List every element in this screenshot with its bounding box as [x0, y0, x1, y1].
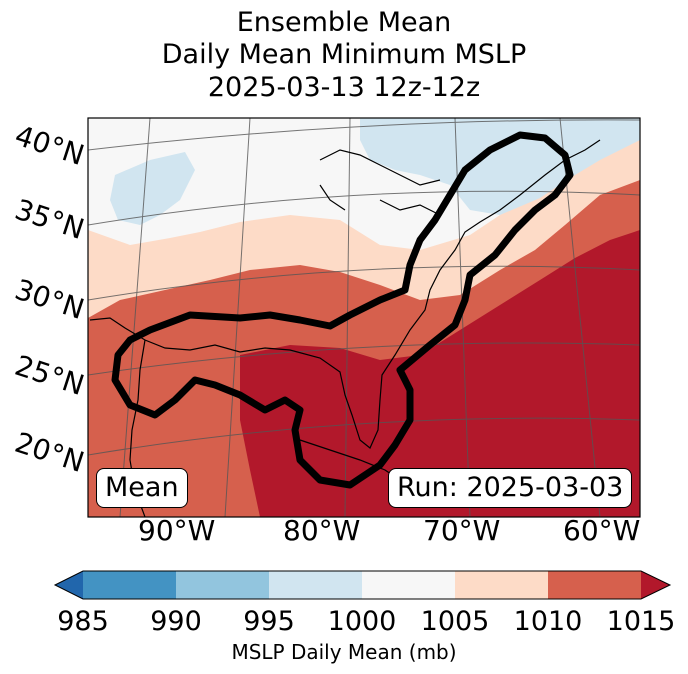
colorbar-outline: [53, 570, 672, 600]
colorbar-segment-1010_1015: [548, 571, 641, 599]
colorbar-tick-1010: 1010: [513, 606, 583, 637]
colorbar-tick-1005: 1005: [420, 606, 490, 637]
colorbar: [53, 570, 672, 600]
title-line-3: 2025-03-13 12z-12z: [207, 72, 481, 103]
band-995-1000-ne: [360, 118, 640, 215]
colorbar-tick-1000: 1000: [327, 606, 397, 637]
colorbar-tick-985: 985: [57, 606, 109, 637]
map-field: [88, 118, 640, 517]
colorbar-segment-990_995: [176, 571, 269, 599]
colorbar-tick-1015: 1015: [606, 606, 676, 637]
mean-box: Mean: [96, 468, 188, 508]
contour-outline: [111, 131, 574, 489]
lon-label-90w: 90°W: [138, 514, 216, 547]
band-over-1015: [240, 230, 640, 517]
colorbar-tick-995: 995: [243, 606, 295, 637]
lon-label-70w: 70°W: [423, 514, 501, 547]
colorbar-over-arrow: [641, 571, 670, 599]
colorbar-under-arrow: [55, 571, 83, 599]
colorbar-title: MSLP Daily Mean (mb): [231, 640, 457, 664]
colorbar-tick-990: 990: [150, 606, 202, 637]
lon-label-60w: 60°W: [563, 514, 641, 547]
colorbar-segment-985_990: [83, 571, 176, 599]
band-995-1000-nw: [110, 152, 195, 225]
colorbar-segment-995_1000: [269, 571, 362, 599]
colorbar-segment-1005_1010: [455, 571, 548, 599]
title-line-2: Daily Mean Minimum MSLP: [161, 39, 527, 70]
title-line-1: Ensemble Mean: [236, 7, 452, 38]
run-box: Run: 2025-03-03: [388, 468, 633, 508]
lon-label-80w: 80°W: [283, 514, 361, 547]
colorbar-segment-1000_1005: [362, 571, 455, 599]
